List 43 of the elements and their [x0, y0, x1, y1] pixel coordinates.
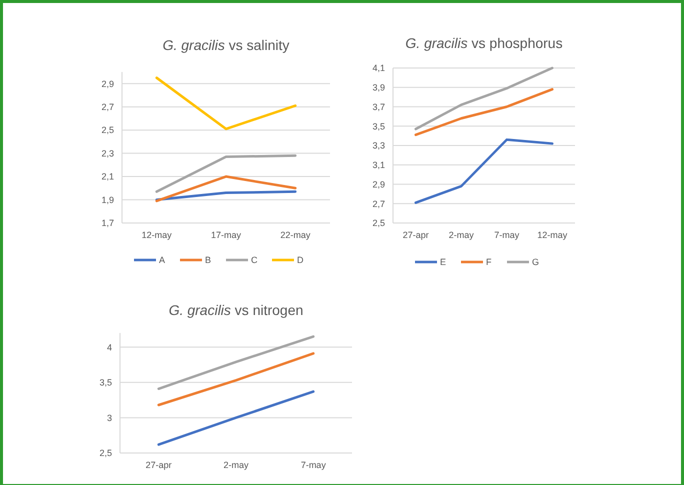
chart-title: G. gracilis vs nitrogen [168, 302, 304, 318]
legend-label: B [205, 255, 212, 266]
y-tick-label: 3,5 [99, 378, 112, 388]
y-tick-label: 2,5 [101, 125, 114, 136]
legend-label: C [251, 255, 258, 266]
legend-label: E [440, 257, 446, 268]
line-series [414, 66, 554, 130]
x-tick-label: 7-may [300, 460, 326, 470]
y-tick-label: 3,1 [372, 160, 385, 170]
legend-label: A [159, 255, 166, 266]
y-tick-label: 1,9 [101, 194, 114, 205]
y-tick-label: 2,7 [101, 102, 114, 112]
y-tick-label: 3,9 [372, 82, 385, 93]
y-tick-label: 3,7 [372, 102, 385, 112]
chart-title: G. gracilis vs salinity [162, 37, 290, 53]
legend-label: D [297, 255, 304, 266]
y-tick-label: 1,7 [101, 218, 114, 228]
y-tick-label: 2,5 [99, 448, 112, 458]
legend-label: G [532, 257, 540, 268]
legend-label: F [486, 257, 492, 268]
x-tick-label: 17-may [210, 230, 242, 240]
x-tick-label: 12-may [537, 230, 568, 240]
x-tick-label: 12-may [142, 230, 172, 240]
y-tick-label: 3,3 [372, 140, 385, 151]
x-tick-label: 2-may [448, 230, 474, 240]
x-tick-label: 27-apr [402, 230, 429, 240]
y-tick-label: 3,5 [372, 121, 385, 132]
chart-title: G. gracilis vs phosphorus [405, 35, 563, 51]
y-tick-label: 2,3 [101, 148, 114, 158]
y-tick-label: 2,9 [372, 179, 385, 190]
line-series [414, 88, 554, 136]
x-tick-label: 22-may [280, 230, 311, 240]
y-tick-label: 2,9 [101, 78, 114, 89]
y-tick-label: 4 [106, 342, 112, 352]
y-tick-label: 2,7 [372, 198, 385, 209]
y-tick-label: 4,1 [372, 63, 385, 74]
y-tick-label: 3 [106, 412, 112, 423]
y-tick-label: 2,5 [372, 218, 385, 228]
x-tick-label: 2-may [223, 460, 249, 470]
x-tick-label: 27-apr [146, 460, 172, 470]
line-series [414, 138, 554, 204]
y-tick-label: 2,1 [101, 172, 114, 182]
x-tick-label: 7-may [494, 230, 520, 240]
